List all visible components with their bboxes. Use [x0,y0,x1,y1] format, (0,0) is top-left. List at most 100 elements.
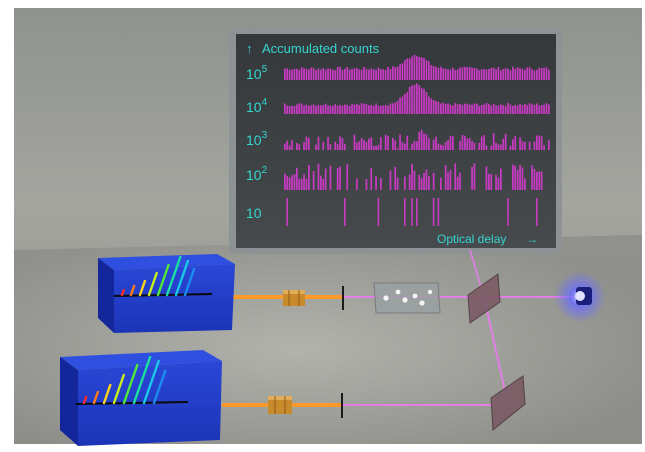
histogram-bar [507,68,509,80]
histogram-bar [401,63,404,80]
histogram-bar [291,105,293,114]
histogram-bar [468,67,471,80]
histogram-bar [284,103,286,114]
histogram-bar [495,142,497,150]
histogram-bar [315,105,317,114]
spectrum-line [129,284,136,297]
histogram-bar [516,67,519,80]
upper-spectrum [113,255,213,297]
histogram-bar [308,137,310,150]
histogram-bar [411,56,413,80]
histogram-bar [284,173,286,190]
histogram-bar [288,145,291,150]
histogram-bar [416,83,418,114]
histogram-bar [502,105,505,114]
histogram-bar [440,66,442,80]
histogram-bar [375,176,377,190]
histogram-bar [358,141,361,150]
row-label-1: 105 [246,64,268,82]
histogram-bar [420,57,423,80]
histogram-bar [305,178,308,190]
histogram-bar [444,165,447,190]
histogram-bar [538,67,541,80]
histogram-bar [408,58,411,80]
histogram-bar [524,141,526,150]
histogram-bar [380,178,382,190]
histogram-bar [334,141,337,150]
histogram-bar [423,173,425,190]
histogram-bar [452,105,454,114]
histogram-bar [303,105,305,114]
bar-row-4 [284,163,543,190]
histogram-bar [392,103,394,114]
histogram-bar [353,104,356,114]
histogram-bar [344,144,346,150]
histogram-bar [524,69,526,80]
histogram-bar [396,148,399,150]
histogram-bar [401,142,404,150]
histogram-bar [322,68,325,80]
histogram-bar [339,166,341,190]
histogram-bar [365,179,368,190]
histogram-bar [526,105,529,114]
lower-source-box [60,350,222,446]
histogram-bar [296,167,298,190]
histogram-bar [524,103,526,114]
histogram-bar [423,133,425,150]
histogram-bar [428,138,430,150]
histogram-bar [483,135,485,150]
histogram-bar [531,165,533,190]
histogram-bar [540,67,543,80]
histogram-bar [303,174,305,190]
histogram-bar [394,102,397,114]
histogram-bar [452,67,454,80]
histogram-bar [521,105,524,114]
histogram-bar [324,69,327,80]
histogram-bar [392,137,394,150]
histogram-bar [322,141,325,150]
histogram-bar [442,145,445,150]
histogram-bar [404,198,406,226]
histogram-bar [399,64,401,80]
lower-mirror [490,375,526,432]
histogram-bar [473,68,476,80]
histogram-bar [348,106,351,114]
spectrum-line [138,279,147,297]
histogram-bar [444,141,447,150]
histogram-bar [396,67,399,80]
histogram-bar [368,138,370,150]
histogram-bar [365,68,368,80]
histogram-bar [488,69,490,80]
histogram-bar [476,103,478,114]
histogram-bar [404,93,406,114]
histogram-bar [466,138,469,150]
histogram-bar [324,168,327,190]
histogram-bar [336,168,339,190]
histogram-bar [363,66,365,80]
histogram-bar [312,171,315,190]
histogram-bar [288,70,291,80]
histogram-bar [315,144,317,150]
histogram-bar [308,105,310,114]
histogram-bar [519,68,521,80]
histogram-bar [471,104,473,114]
row-exponent-1: 5 [262,64,268,75]
histogram-bar [396,177,399,190]
histogram-bar [507,198,509,226]
histogram-bar [413,140,416,150]
histogram-bar [492,133,495,150]
histogram-bar [490,174,493,190]
histogram-bar [418,174,421,190]
histogram-bar [375,69,377,80]
histogram-bar [317,163,320,190]
histogram-bar [372,69,375,80]
histogram-bar [490,67,493,80]
histogram-bar [456,104,459,114]
histogram-bar [504,133,507,150]
row-label-4: 102 [246,165,268,183]
histogram-bar [411,143,413,150]
spectrum-line [174,259,190,297]
histogram-bar [521,167,524,190]
histogram-bar [298,144,301,150]
histogram-bar [358,69,361,80]
